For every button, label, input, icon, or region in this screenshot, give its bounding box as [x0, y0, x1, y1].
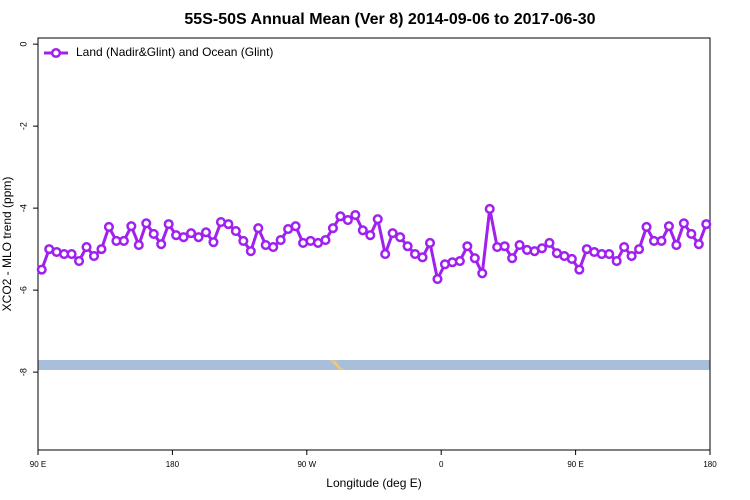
y-axis-label: XCO2 - MLO trend (ppm) — [0, 177, 14, 312]
point — [611, 255, 622, 267]
x-tick-label: 90 W — [297, 460, 316, 469]
plot-frame — [37, 37, 711, 451]
point — [74, 255, 85, 267]
legend-label: Land (Nadir&Glint) and Ocean (Glint) — [76, 45, 273, 59]
point — [238, 235, 249, 246]
point — [454, 255, 465, 267]
point — [365, 230, 376, 241]
chart-title: 55S-50S Annual Mean (Ver 8) 2014-09-06 t… — [184, 11, 595, 28]
point — [223, 219, 234, 230]
point — [193, 232, 204, 243]
point — [395, 232, 406, 243]
point — [574, 264, 585, 275]
point — [253, 223, 264, 234]
point — [81, 242, 92, 253]
legend-marker — [50, 47, 62, 59]
y-tick-label: -2 — [18, 122, 28, 130]
point — [544, 237, 555, 249]
point — [566, 253, 577, 265]
x-axis-label: Longitude (deg E) — [326, 476, 421, 490]
point — [230, 226, 241, 237]
point — [327, 223, 338, 234]
x-tick-label: 180 — [703, 460, 717, 469]
point — [268, 242, 279, 253]
point — [156, 239, 167, 250]
point — [133, 239, 144, 251]
x-tick-label: 90 E — [30, 460, 46, 469]
point — [619, 242, 630, 253]
point — [686, 228, 697, 240]
point — [499, 241, 510, 252]
point — [626, 251, 637, 262]
y-tick-label: 0 — [18, 42, 28, 47]
point — [424, 237, 436, 249]
point — [141, 218, 152, 229]
point — [656, 235, 667, 246]
point — [469, 253, 480, 264]
point — [290, 221, 301, 232]
point — [320, 235, 331, 246]
point — [66, 248, 77, 260]
point — [663, 221, 674, 232]
point — [245, 246, 256, 257]
point — [634, 244, 645, 255]
x-tick-label: 180 — [166, 460, 180, 469]
point — [514, 239, 525, 251]
point — [417, 252, 428, 263]
point — [357, 225, 368, 236]
point — [275, 235, 286, 246]
x-tick-label: 0 — [439, 460, 444, 469]
land-patch — [330, 360, 344, 370]
point — [507, 253, 518, 264]
point — [372, 214, 383, 225]
point — [178, 232, 189, 243]
point — [387, 228, 398, 239]
x-tick-label: 90 E — [567, 460, 583, 469]
point — [678, 218, 689, 229]
point — [148, 228, 159, 240]
point — [536, 243, 548, 254]
point — [477, 268, 488, 279]
point — [342, 214, 353, 226]
point — [335, 211, 346, 222]
y-tick-label: -4 — [18, 204, 28, 212]
point — [126, 221, 137, 232]
land-strip — [38, 360, 710, 370]
point — [118, 235, 129, 246]
point — [604, 248, 615, 260]
point — [641, 221, 652, 233]
y-tick-label: -8 — [18, 368, 28, 376]
point — [462, 241, 473, 252]
point — [208, 237, 219, 248]
point — [380, 248, 391, 260]
y-tick-label: -6 — [18, 286, 28, 294]
point — [200, 227, 212, 238]
point — [693, 239, 704, 250]
point — [671, 239, 682, 251]
point — [88, 251, 100, 262]
point — [701, 219, 712, 230]
point — [96, 244, 107, 255]
point — [350, 210, 361, 221]
point — [432, 274, 443, 285]
point — [36, 264, 47, 275]
point — [186, 228, 197, 239]
point — [103, 221, 114, 233]
point — [402, 241, 413, 252]
point — [163, 219, 174, 230]
point — [484, 203, 495, 214]
